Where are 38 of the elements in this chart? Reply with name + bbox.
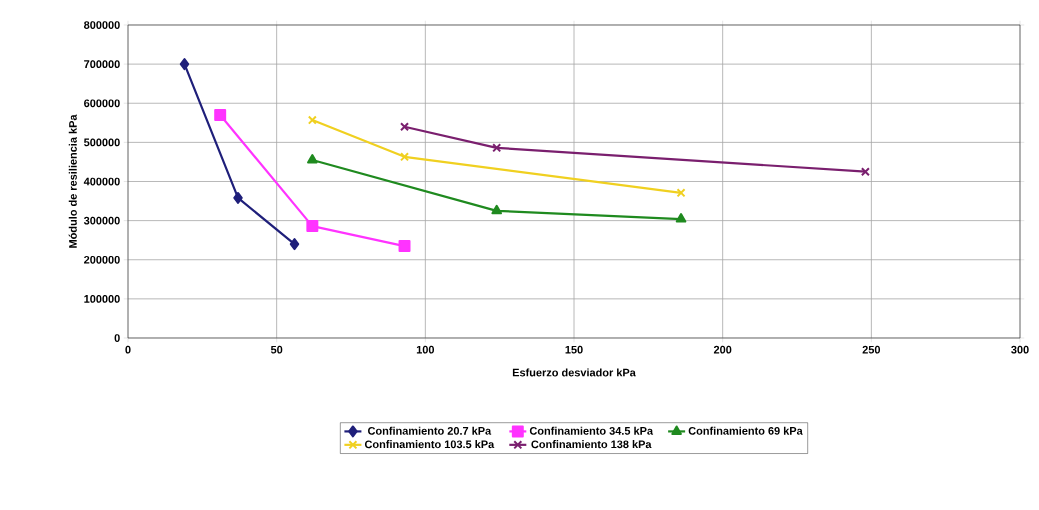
point xyxy=(289,238,300,251)
y-tick-label: 200000 xyxy=(84,255,120,264)
legend-label: Confinamiento 34.5 kPa xyxy=(529,426,654,435)
y-tick-label: 800000 xyxy=(84,21,120,29)
x-tick-label: 50 xyxy=(270,345,283,354)
legend-label: Confinamiento 20.7 kPa xyxy=(368,426,492,435)
x-tick-label: 100 xyxy=(416,345,435,354)
point xyxy=(307,115,317,125)
y-tick-label: 0 xyxy=(114,334,120,342)
point xyxy=(400,122,410,132)
y-axis-title: Módulo de resiliencia kPa xyxy=(68,114,77,248)
x-tick-label: 300 xyxy=(1011,345,1029,354)
x-tick-label: 200 xyxy=(713,345,732,354)
y-tick-label: 400000 xyxy=(83,177,120,186)
point xyxy=(307,154,318,164)
point xyxy=(400,152,410,162)
point xyxy=(179,58,190,71)
point xyxy=(676,188,686,198)
point xyxy=(492,143,502,153)
y-tick-label: 300000 xyxy=(83,216,120,225)
y-tick-label: 100000 xyxy=(84,295,120,303)
point xyxy=(860,167,870,177)
point xyxy=(306,220,319,233)
x-tick-label: 150 xyxy=(565,345,583,354)
x-axis-title: Esfuerzo desviador kPa xyxy=(512,368,636,377)
point xyxy=(233,191,243,204)
point xyxy=(491,204,503,215)
legend-label: Confinamiento 103.5 kPa xyxy=(364,440,495,449)
x-tick-label: 250 xyxy=(862,345,881,354)
point xyxy=(214,109,227,121)
point xyxy=(675,213,687,223)
y-tick-label: 500000 xyxy=(84,138,120,147)
legend-label: Confinamiento 69 kPa xyxy=(688,426,803,435)
point xyxy=(398,240,411,253)
y-tick-label: 600000 xyxy=(84,99,120,108)
x-tick-label: 0 xyxy=(125,345,131,354)
legend-label: Confinamiento 138 kPa xyxy=(531,440,652,449)
y-tick-label: 700000 xyxy=(84,60,120,68)
